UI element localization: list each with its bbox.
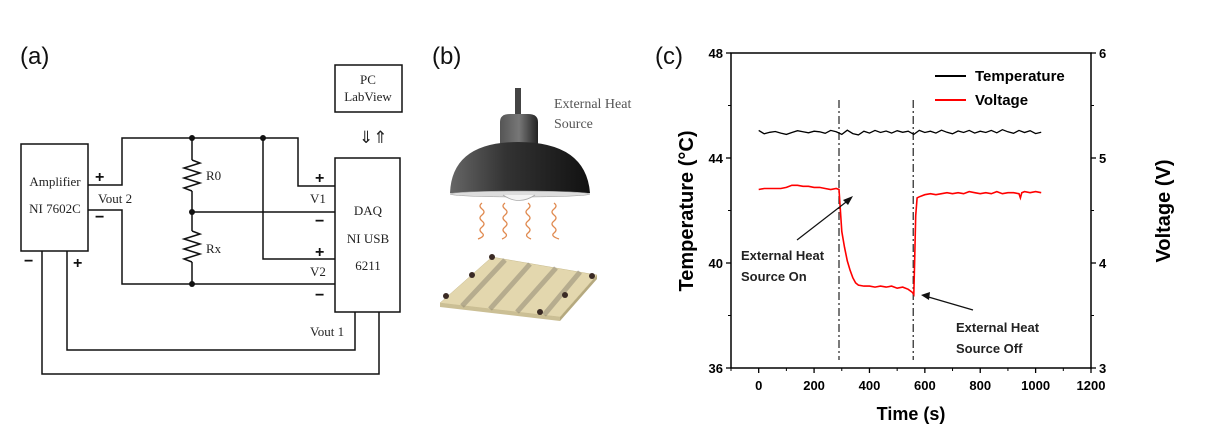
legend-label-voltage: Voltage <box>975 92 1028 109</box>
lamp-icon <box>449 88 591 201</box>
annotation-on-arrow <box>796 198 851 241</box>
wire-bottom <box>88 209 335 285</box>
heat-source-label-line2: Source <box>554 117 593 132</box>
panel-a-label: (a) <box>20 43 49 70</box>
y-right-tick-label: 4 <box>1099 256 1107 271</box>
vout1-label: Vout 1 <box>310 324 344 339</box>
y-left-tick-label: 40 <box>709 256 723 271</box>
pc-box <box>334 64 403 113</box>
annotation-off-line1: External Heat <box>956 320 1040 335</box>
heat-waves-icon <box>477 202 560 240</box>
rx-label: Rx <box>206 241 222 256</box>
labview-label: LabView <box>344 89 392 104</box>
plot-frame <box>730 52 1092 369</box>
series-voltage-line <box>758 184 1042 298</box>
x-axis-title: Time (s) <box>877 404 946 424</box>
annotation-on-line1: External Heat <box>741 248 825 263</box>
pc-label: PC <box>360 72 376 87</box>
amp-in-minus: − <box>24 253 33 270</box>
panel-a-circuit: (a) PC LabView Amplifier NI 7602C DAQ NI… <box>20 43 403 375</box>
x-tick-label: 800 <box>969 378 991 393</box>
x-tick-label: 200 <box>803 378 825 393</box>
y-right-tick-label: 3 <box>1099 361 1106 376</box>
amp-out-minus: − <box>95 209 104 226</box>
junction-dots <box>189 135 266 287</box>
y-left-tick-label: 48 <box>709 46 723 61</box>
amplifier-label: Amplifier <box>29 174 81 189</box>
x-tick-label: 600 <box>914 378 936 393</box>
v1-minus: − <box>315 213 324 230</box>
vout2-label: Vout 2 <box>98 191 132 206</box>
event-lines <box>838 100 914 360</box>
legend-label-temperature: Temperature <box>975 68 1065 85</box>
r0-label: R0 <box>206 168 221 183</box>
panel-c-label: (c) <box>655 43 683 70</box>
legend: Temperature Voltage <box>935 68 1065 109</box>
heat-source-label-line1: External Heat <box>554 97 631 112</box>
resistor-rx <box>181 230 203 263</box>
chart-axes: 0 200 400 600 800 1000 1200 36 40 44 48 3 4 5 6 <box>709 46 1107 393</box>
daq-model: NI USB <box>347 231 390 246</box>
wire-top <box>88 137 335 187</box>
data-transfer-arrows-icon: ⇓⇑ <box>359 128 388 147</box>
y-left-tick-label: 36 <box>709 361 723 376</box>
resistor-r0 <box>181 159 203 192</box>
v1-plus: + <box>315 170 324 187</box>
series-temperature-line <box>758 128 1042 136</box>
amplifier-model: NI 7602C <box>29 201 81 216</box>
panel-b-illustration: (b) External Heat Source <box>432 43 631 321</box>
annotation-on-arrowhead-icon <box>843 196 853 205</box>
daq-number: 6211 <box>355 258 381 273</box>
wire-outer <box>41 251 380 375</box>
annotation-on-line2: Source On <box>741 269 807 284</box>
wire-vout1 <box>66 251 356 351</box>
y-right-tick-label: 5 <box>1099 151 1106 166</box>
v1-label: V1 <box>310 191 326 206</box>
x-tick-label: 400 <box>859 378 881 393</box>
y-axis-right-title: Voltage (V) <box>1153 160 1175 263</box>
daq-label: DAQ <box>354 203 383 218</box>
x-tick-label: 1200 <box>1077 378 1106 393</box>
annotation-off-line2: Source Off <box>956 341 1023 356</box>
panel-b-label: (b) <box>432 43 461 70</box>
v2-plus: + <box>315 244 324 261</box>
x-tick-label: 0 <box>755 378 762 393</box>
daq-box <box>334 157 401 313</box>
y-left-tick-label: 44 <box>709 151 724 166</box>
annotation-off-arrowhead-icon <box>921 292 930 300</box>
amplifier-box <box>20 143 89 252</box>
v2-minus: − <box>315 287 324 304</box>
y-axis-left-title: Temperature (°C) <box>676 131 698 292</box>
y-right-tick-label: 6 <box>1099 46 1106 61</box>
v2-label: V2 <box>310 264 326 279</box>
sensor-sheet-icon <box>439 254 598 321</box>
annotations: External Heat Source On External Heat So… <box>741 196 1040 356</box>
amp-out-plus: + <box>95 169 104 186</box>
amp-in-plus: + <box>73 255 82 272</box>
annotation-off-arrow <box>924 295 974 311</box>
wire-v2 <box>262 138 335 260</box>
panel-c-chart: (c) 0 200 400 600 800 1000 1200 36 40 44 48 3 4 5 6 Te… <box>655 43 1175 424</box>
x-tick-label: 1000 <box>1021 378 1050 393</box>
